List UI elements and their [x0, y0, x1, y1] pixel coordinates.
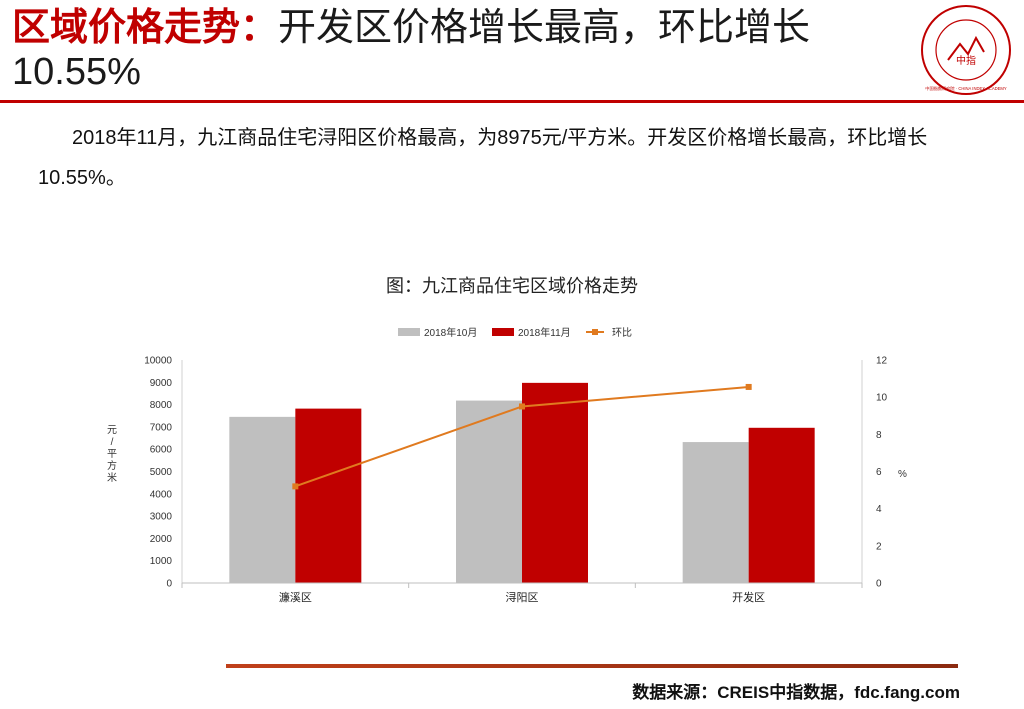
bar-oct-1: [229, 416, 296, 583]
y-axis-right: 0 2 4 6 8 10 12%: [861, 356, 907, 590]
title-rest: 开发区价格增长最高，环比增长10.55%: [12, 7, 811, 93]
y-axis-left: 0 1000 2000 3000 4000 5000 6000 7000 8000 9000 100…: [107, 356, 183, 590]
y-tick-label: 4000: [150, 489, 173, 500]
y2-tick-label: 4: [876, 504, 882, 515]
page-title: 区域价格走势：开发区价格增长最高，环比增长10.55%: [12, 6, 912, 94]
bar-series: [229, 382, 815, 583]
legend-label-1: 2018年10月: [424, 326, 477, 339]
y-tick-label: 3000: [150, 512, 173, 523]
y-axis-label: 元/平方米: [107, 425, 117, 484]
bar-oct-3: [682, 442, 749, 583]
legend-swatch-1: [398, 328, 420, 336]
x-category-label: 浔阳区: [506, 591, 539, 604]
title-divider: [0, 100, 1024, 103]
data-source: 数据来源：CREIS中指数据，fdc.fang.com: [632, 683, 960, 702]
legend-label-2: 2018年11月: [518, 326, 571, 339]
mom-point-2: [519, 403, 525, 410]
china-index-academy-logo: 中指 中国指数研究院 · CHINA INDEX ACADEMY: [921, 5, 1011, 95]
chart-legend: 2018年10月 2018年11月 环比: [398, 326, 632, 339]
logo-ring-text: 中国指数研究院 · CHINA INDEX ACADEMY: [925, 85, 1007, 92]
summary-paragraph: 2018年11月，九江商品住宅浔阳区价格最高，为8975元/平方米。开发区价格增…: [38, 127, 928, 189]
bar-nov-2: [522, 382, 588, 583]
title-accent: 区域价格走势：: [12, 7, 279, 49]
y-tick-label: 2000: [150, 534, 173, 545]
legend-label-3: 环比: [612, 327, 632, 339]
logo-center-text: 中指: [956, 54, 976, 67]
y-tick-label: 10000: [144, 356, 172, 367]
x-axis: 濂溪区 浔阳区 开发区: [181, 582, 863, 604]
line-series: [292, 383, 752, 490]
bar-nov-1: [295, 408, 362, 583]
mom-point-3: [745, 383, 752, 390]
y2-tick-label: 10: [876, 393, 888, 404]
source-divider: [226, 664, 958, 668]
x-category-label: 濂溪区: [279, 590, 312, 604]
y-tick-label: 7000: [150, 422, 173, 433]
y-tick-label: 1000: [150, 556, 173, 567]
y2-tick-label: 12: [876, 356, 888, 367]
y2-tick-label: 0: [876, 579, 882, 590]
y-tick-label: 5000: [150, 467, 173, 478]
y-tick-label: 8000: [150, 400, 173, 411]
y2-tick-label: 6: [876, 467, 882, 478]
y2-axis-label: %: [898, 469, 907, 480]
bar-nov-3: [748, 427, 815, 583]
y-tick-label: 6000: [150, 445, 173, 456]
y2-tick-label: 2: [876, 541, 882, 552]
legend-marker: [592, 329, 598, 335]
y-tick-label: 0: [166, 579, 172, 590]
chart-title: 图：九江商品住宅区域价格走势: [386, 276, 638, 296]
x-category-label: 开发区: [732, 590, 765, 604]
price-trend-chart: 2018年10月 2018年11月 环比 0 1000 2000 3000 4000 5000…: [107, 326, 907, 604]
legend-swatch-2: [492, 328, 514, 336]
mom-point-1: [292, 483, 299, 490]
y-tick-label: 9000: [150, 378, 173, 389]
bar-oct-2: [456, 400, 522, 583]
y2-tick-label: 8: [876, 430, 882, 441]
